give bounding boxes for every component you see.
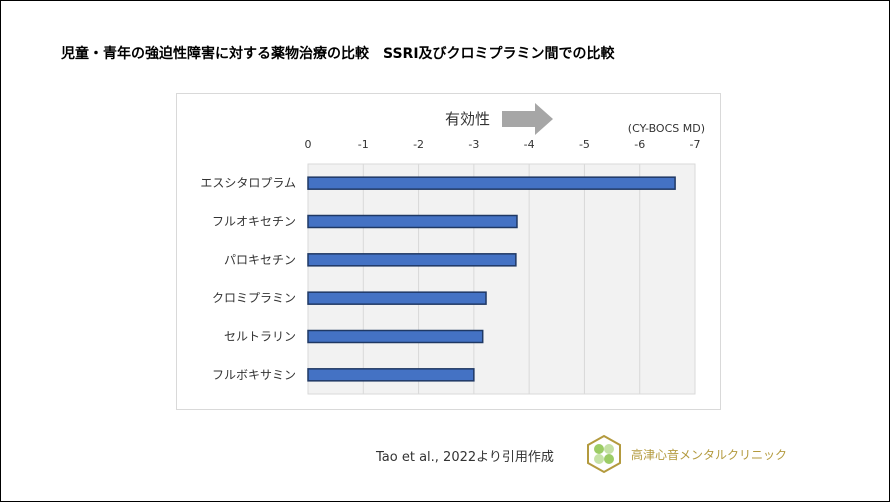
x-tick-label: -4 [524,138,535,151]
citation: Tao et al., 2022より引用作成 [376,450,554,465]
category-label: クロミプラミン [212,291,296,305]
category-label: パロキセチン [224,253,296,267]
bar [307,253,517,267]
x-tick-label: -1 [358,138,369,151]
category-label: フルボキサミン [212,368,296,382]
x-tick-label: -5 [579,138,590,151]
clinic-name: 高津心音メンタルクリニック [631,448,788,462]
bar [307,329,484,344]
category-label: フルオキセチン [212,215,296,229]
x-tick-label: -2 [413,138,424,151]
plot-area [307,163,696,395]
x-tick-label: -3 [468,138,479,151]
bar [307,214,518,229]
x-tick-label: 0 [305,138,312,151]
category-label: セルトラリン [224,330,296,344]
x-tick-label: -6 [634,138,645,151]
effectiveness-label: 有効性 [445,110,490,128]
bar-chart: 有効性 (CY-BOCS MD) 0 -1 -2 -3 -4 -5 -6 -7 エスシタロプラム… [200,103,705,395]
bar [307,291,487,305]
x-axis-label: (CY-BOCS MD) [628,122,705,135]
arrow-right-icon [502,103,553,135]
category-label: エスシタロプラム [200,176,296,190]
clinic-logo-icon [587,434,621,474]
chart-container: 有効性 (CY-BOCS MD) 0 -1 -2 -3 -4 -5 -6 -7 エスシタロプラム… [176,93,721,410]
slide-title: 児童・青年の強迫性障害に対する薬物治療の比較 SSRI及びクロミプラミン間での比… [61,46,615,62]
x-tick-label: -7 [690,138,701,151]
bar [307,176,676,190]
bar [307,368,475,382]
